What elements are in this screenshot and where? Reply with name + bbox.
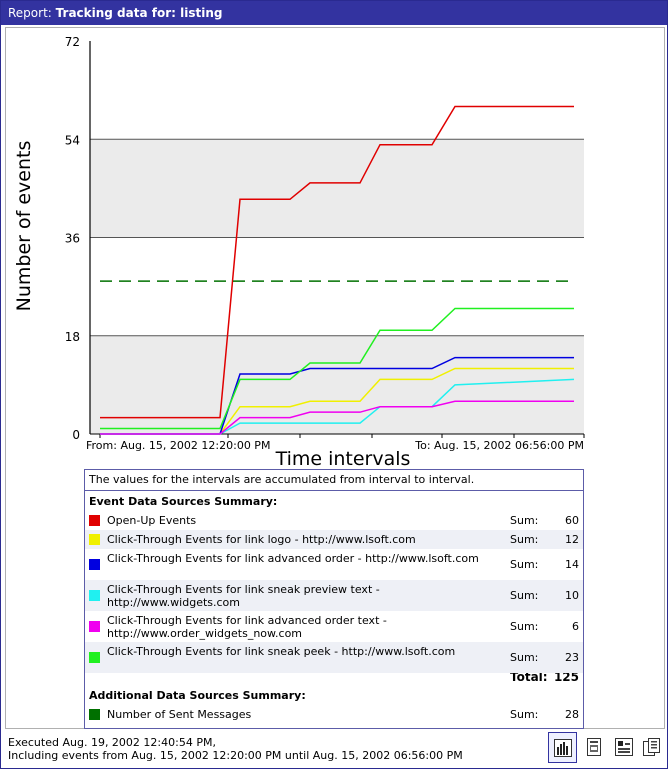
- sum-label: Sum:: [510, 589, 539, 602]
- sum-label: Sum:: [510, 620, 539, 633]
- executed-line: Executed Aug. 19, 2002 12:40:54 PM,: [8, 736, 216, 749]
- sum-label: Sum:: [510, 514, 539, 527]
- summary-row: Click-Through Events for link sneak prev…: [85, 580, 583, 611]
- additional-sources-header: Additional Data Sources Summary:: [89, 689, 306, 702]
- sum-label: Sum:: [510, 708, 539, 721]
- source-label: Click-Through Events for link advanced o…: [107, 614, 387, 640]
- summary-row: Click-Through Events for link sneak peek…: [85, 642, 583, 673]
- sum-value: 28: [565, 708, 579, 721]
- summary-row: Click-Through Events for link advanced o…: [85, 549, 583, 580]
- color-swatch: [89, 652, 100, 663]
- sum-value: 10: [565, 589, 579, 602]
- sum-value: 12: [565, 533, 579, 546]
- color-swatch: [89, 709, 100, 720]
- source-label: Click-Through Events for link sneak peek…: [107, 645, 456, 658]
- summary-row: Open-Up Events Sum: 60: [85, 511, 583, 530]
- total-row: Total: 125: [85, 673, 583, 685]
- data-sources-summary: The values for the intervals are accumul…: [84, 469, 584, 729]
- sum-value: 23: [565, 651, 579, 664]
- color-swatch: [89, 621, 100, 632]
- total-label: Total:: [510, 673, 548, 684]
- sum-value: 14: [565, 558, 579, 571]
- summary-row: Number of Sent Messages Sum: 28: [85, 705, 583, 724]
- summary-row: Click-Through Events for link advanced o…: [85, 611, 583, 642]
- bar-chart-icon[interactable]: [548, 732, 577, 763]
- data-table-icon[interactable]: [610, 733, 638, 761]
- source-label: Number of Sent Messages: [107, 708, 252, 721]
- sum-label: Sum:: [510, 651, 539, 664]
- color-swatch: [89, 559, 100, 570]
- source-label: Click-Through Events for link logo - htt…: [107, 533, 416, 546]
- report-icon[interactable]: [580, 733, 608, 761]
- sum-value: 6: [572, 620, 579, 633]
- source-label: Click-Through Events for link advanced o…: [107, 552, 479, 565]
- sum-value: 60: [565, 514, 579, 527]
- source-label: Click-Through Events for link sneak prev…: [107, 583, 380, 609]
- total-value: 125: [553, 673, 579, 684]
- sum-label: Sum:: [510, 558, 539, 571]
- color-swatch: [89, 590, 100, 601]
- copy-icon[interactable]: [638, 733, 666, 761]
- event-sources-header: Event Data Sources Summary:: [89, 495, 278, 508]
- source-label: Open-Up Events: [107, 514, 197, 527]
- title-bar: Report: Tracking data for: listing: [1, 1, 667, 25]
- color-swatch: [89, 515, 100, 526]
- accumulation-note: The values for the intervals are accumul…: [85, 470, 583, 491]
- color-swatch: [89, 534, 100, 545]
- summary-row: Click-Through Events for link logo - htt…: [85, 530, 583, 549]
- window-title: Tracking data for: listing: [55, 6, 223, 20]
- title-prefix: Report:: [8, 6, 52, 20]
- execution-info: Executed Aug. 19, 2002 12:40:54 PM, Incl…: [8, 736, 463, 762]
- sum-label: Sum:: [510, 533, 539, 546]
- events-range-line: Including events from Aug. 15, 2002 12:2…: [8, 749, 463, 762]
